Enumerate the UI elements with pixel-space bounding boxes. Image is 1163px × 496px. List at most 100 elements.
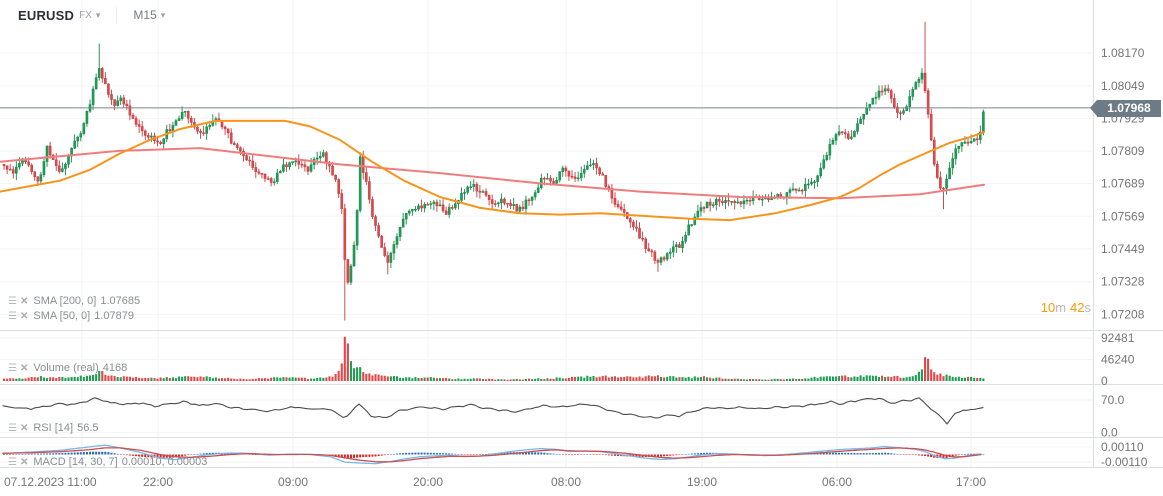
settings-icon[interactable]: ☰ (8, 422, 17, 434)
volume-bar (561, 378, 564, 381)
settings-icon[interactable]: ☰ (8, 310, 17, 322)
volume-bar (721, 378, 724, 381)
volume-bar (49, 377, 52, 381)
volume-bar (813, 376, 816, 381)
candle-body (36, 176, 40, 182)
macd-histogram-bar (469, 454, 472, 455)
volume-bar (242, 378, 245, 381)
volume-bar (30, 377, 33, 381)
candles-layer (2, 21, 985, 321)
candle-body (263, 173, 267, 179)
macd-histogram-bar (33, 453, 36, 455)
volume-bar (177, 376, 181, 381)
grid-lines (81, 0, 972, 467)
price-axis-label: 1.07809 (1101, 144, 1145, 158)
candle-body (168, 129, 172, 131)
volume-bar (819, 376, 822, 381)
macd-histogram-bar (12, 454, 15, 455)
symbol-caret-icon[interactable]: ▾ (95, 9, 101, 20)
candle-body (515, 204, 519, 212)
sma200-value: 1.07685 (100, 295, 141, 307)
volume-bar (877, 376, 881, 381)
volume-bar (144, 377, 147, 381)
macd-histogram-bar (365, 454, 368, 457)
close-icon[interactable]: ✕ (19, 310, 29, 322)
volume-bar (472, 378, 475, 381)
volume-bar (460, 379, 463, 381)
settings-icon[interactable]: ☰ (8, 295, 17, 307)
candle-body (702, 207, 706, 209)
candle-body (662, 257, 666, 260)
volume-bar (911, 376, 914, 381)
candle-body (675, 244, 678, 248)
price-axis-label: 1.07449 (1101, 242, 1145, 256)
volume-bar (838, 376, 841, 381)
macd-histogram-bar (408, 452, 411, 455)
timeframe-caret-icon[interactable]: ▾ (160, 9, 166, 20)
candle-body (100, 68, 104, 79)
macd-histogram-bar (893, 453, 896, 455)
close-icon[interactable]: ✕ (19, 295, 29, 307)
volume-bar (448, 378, 451, 381)
settings-icon[interactable]: ☰ (8, 362, 17, 374)
macd-histogram-bar (884, 452, 887, 455)
candle-body (481, 191, 485, 193)
volume-bar (92, 374, 95, 381)
volume-bar (847, 377, 850, 381)
candle-body (199, 130, 202, 133)
close-icon[interactable]: ✕ (19, 456, 29, 468)
volume-bar (58, 376, 61, 381)
macd-histogram-bar (122, 454, 125, 455)
macd-histogram-bar (374, 454, 377, 457)
settings-icon[interactable]: ☰ (8, 456, 17, 468)
volume-bar (267, 378, 270, 381)
volume-bar (601, 375, 604, 381)
candle-body (202, 132, 205, 134)
candle-body (64, 164, 67, 169)
macd-histogram-bar (684, 454, 687, 455)
volume-bar (524, 378, 527, 381)
volume-bar (316, 378, 319, 381)
volume-bar (887, 376, 890, 381)
close-icon[interactable]: ✕ (19, 422, 29, 434)
candle-body (401, 218, 405, 228)
macd-histogram-bar (205, 453, 208, 455)
volume-bar (475, 378, 478, 381)
candle-body (183, 110, 187, 113)
candle-body (91, 88, 95, 105)
macd-histogram-bar (159, 454, 162, 458)
macd-histogram-bar (914, 454, 917, 456)
volume-bar (165, 377, 168, 381)
macd-histogram-bar (36, 453, 39, 455)
volume-bar (445, 377, 448, 381)
macd-value: 0.00010, 0.00003 (121, 456, 208, 468)
volume-bar (463, 378, 466, 381)
candle-body (816, 175, 819, 182)
macd-histogram-bar (693, 453, 696, 455)
volume-bar (788, 378, 792, 381)
volume-bar (331, 376, 334, 381)
candle-body (110, 94, 113, 100)
macd-histogram-bar (681, 454, 684, 455)
volume-bar (709, 377, 712, 381)
candle-body (647, 248, 651, 252)
time-axis-label: 07.12.2023 (4, 475, 64, 489)
macd-histogram-bar (92, 451, 95, 455)
candle-body (355, 210, 359, 246)
macd-histogram-bar (945, 454, 948, 458)
candle-body (500, 198, 503, 204)
volume-bar (644, 376, 647, 381)
macd-histogram-bar (116, 453, 119, 455)
candle-body (524, 199, 528, 210)
macd-histogram-bar (359, 454, 362, 458)
close-icon[interactable]: ✕ (19, 362, 29, 374)
timeframe-label[interactable]: M15 (133, 8, 157, 22)
candle-body (724, 200, 727, 204)
volume-bar (736, 378, 739, 381)
macd-histogram-bar (819, 453, 822, 455)
volume-bar (230, 378, 233, 381)
symbol-label[interactable]: EURUSD (18, 7, 75, 23)
macd-histogram-bar (678, 454, 681, 455)
volume-bar (733, 378, 736, 381)
